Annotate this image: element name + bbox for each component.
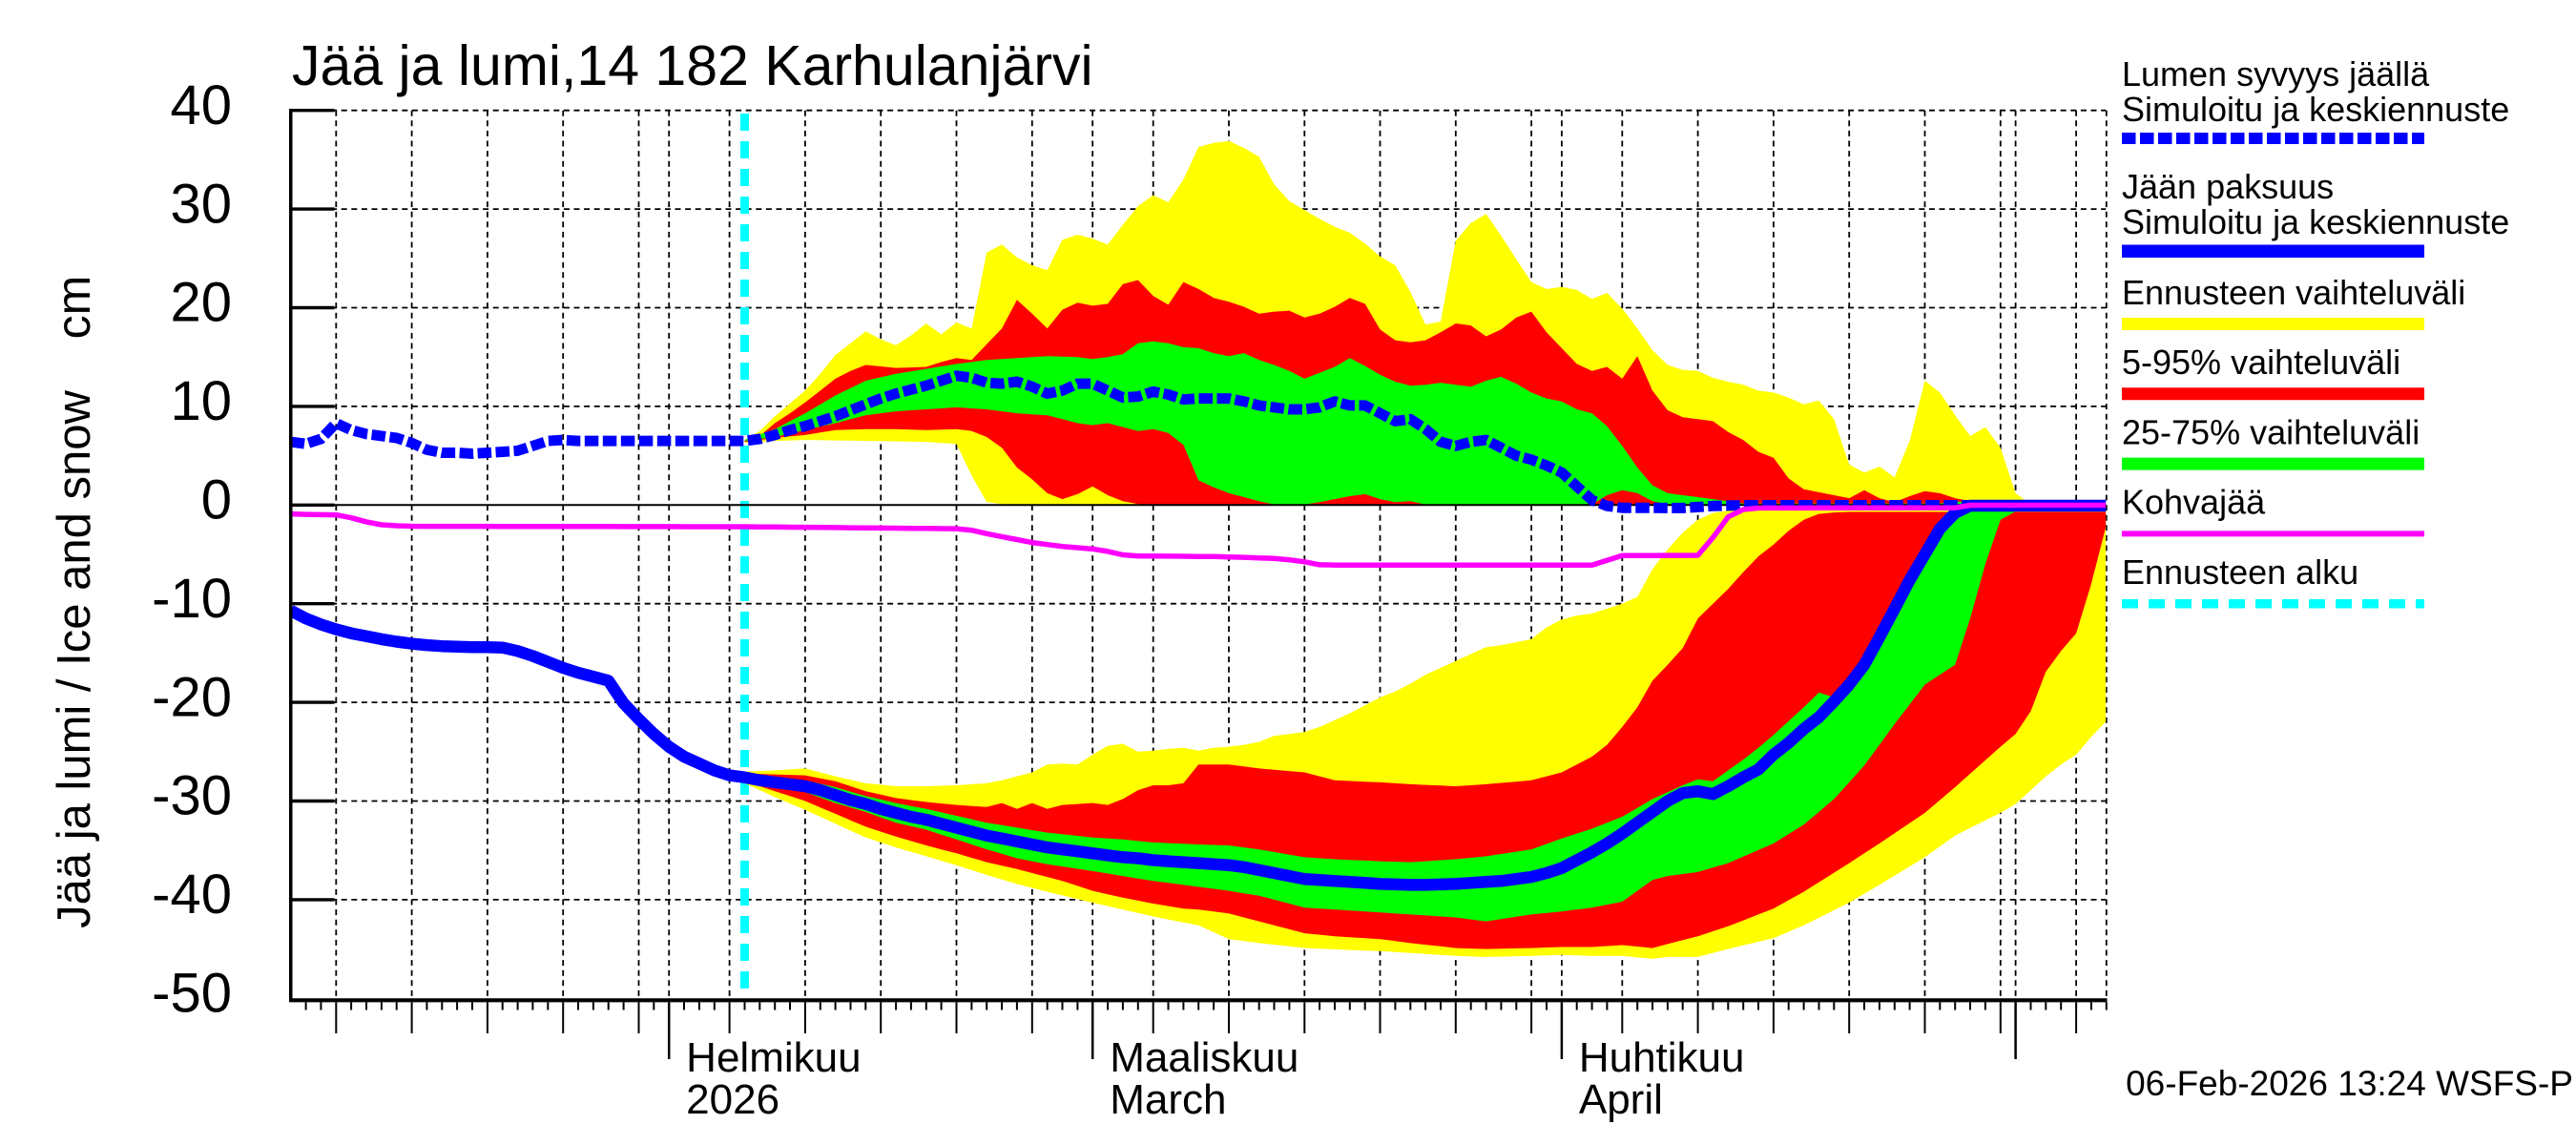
svg-text:25-75% vaihteluväli: 25-75% vaihteluväli bbox=[2122, 412, 2420, 451]
svg-text:-30: -30 bbox=[152, 765, 232, 827]
svg-text:Huhtikuu: Huhtikuu bbox=[1579, 1034, 1745, 1081]
svg-text:Jään paksuus: Jään paksuus bbox=[2122, 167, 2334, 206]
svg-text:-10: -10 bbox=[152, 568, 232, 630]
svg-text:5-95% vaihteluväli: 5-95% vaihteluväli bbox=[2122, 343, 2400, 382]
svg-text:Ennusteen vaihteluväli: Ennusteen vaihteluväli bbox=[2122, 273, 2465, 312]
svg-text:Jää ja lumi / Ice and snow: Jää ja lumi / Ice and snow bbox=[49, 389, 100, 927]
svg-text:Simuloitu ja keskiennuste: Simuloitu ja keskiennuste bbox=[2122, 90, 2509, 129]
svg-text:2026: 2026 bbox=[686, 1076, 779, 1123]
svg-text:-40: -40 bbox=[152, 864, 232, 926]
svg-text:cm: cm bbox=[47, 276, 100, 340]
svg-text:Ennusteen alku: Ennusteen alku bbox=[2122, 552, 2358, 592]
svg-text:0: 0 bbox=[201, 469, 232, 531]
svg-text:10: 10 bbox=[170, 370, 232, 432]
svg-text:Simuloitu ja keskiennuste: Simuloitu ja keskiennuste bbox=[2122, 202, 2509, 241]
svg-text:April: April bbox=[1579, 1076, 1663, 1123]
svg-text:20: 20 bbox=[170, 272, 232, 334]
svg-text:March: March bbox=[1110, 1076, 1226, 1123]
svg-text:Lumen syvyys jäällä: Lumen syvyys jäällä bbox=[2122, 54, 2430, 94]
svg-text:30: 30 bbox=[170, 173, 232, 235]
svg-text:-50: -50 bbox=[152, 963, 232, 1025]
svg-text:Helmikuu: Helmikuu bbox=[686, 1034, 861, 1081]
svg-text:40: 40 bbox=[170, 74, 232, 136]
svg-text:Maaliskuu: Maaliskuu bbox=[1110, 1034, 1298, 1081]
svg-text:06-Feb-2026 13:24 WSFS-P: 06-Feb-2026 13:24 WSFS-P bbox=[2126, 1064, 2573, 1103]
svg-text:Kohvajää: Kohvajää bbox=[2122, 483, 2266, 522]
svg-text:-20: -20 bbox=[152, 666, 232, 728]
svg-text:Jää ja lumi,14 182 Karhulanjär: Jää ja lumi,14 182 Karhulanjärvi bbox=[292, 34, 1093, 97]
